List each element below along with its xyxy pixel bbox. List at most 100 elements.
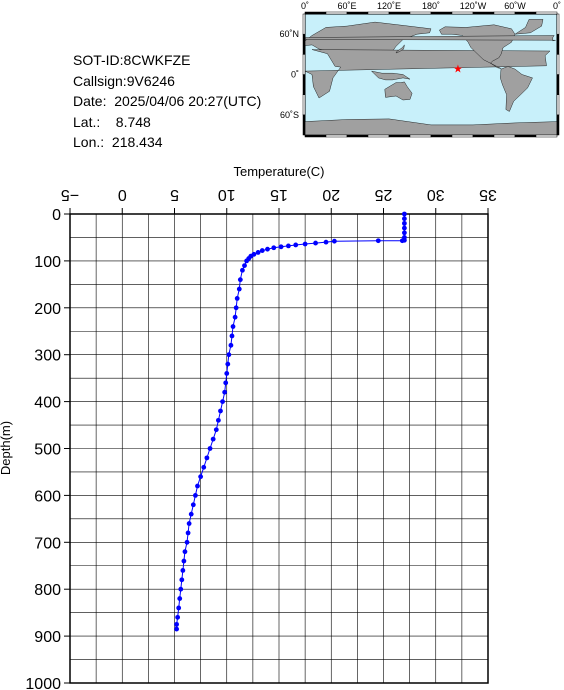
data-point [218,408,223,414]
data-point [242,263,247,268]
data-point [188,511,194,517]
longitude-text: Lon.: 218.434 [73,134,163,150]
latitude-text: Lat.: 8.748 [73,113,151,130]
data-point [180,568,186,573]
sot-id-text: SOT-ID:8CWKFZE [73,52,191,68]
x-tick-label: 10 [218,186,236,203]
x-axis-title: Temperature(C) [233,164,324,179]
x-tick-label: 30 [427,186,445,203]
x-tick-label: 20 [322,186,340,203]
y-tick-label: 0 [52,207,61,224]
australia-land [384,81,413,101]
data-point [226,352,232,358]
data-point [331,238,337,244]
map-longitude-label: 60˚W [504,1,526,11]
data-point [223,380,229,386]
x-tick-label: −5 [61,186,79,203]
data-point [244,258,250,264]
data-point [402,225,407,231]
y-tick-label: 200 [34,301,61,318]
y-tick-label: 500 [34,442,61,459]
y-tick-label: 900 [34,629,61,646]
y-tick-label: 400 [34,395,61,412]
map-longitude-label: 120˚W [460,1,487,11]
data-point [402,230,407,236]
map-land [304,19,558,136]
y-axis-title: Depth(m) [0,421,13,475]
data-point [286,243,291,249]
data-point [174,626,179,632]
date-text: Date: 2025/04/06 20:27(UTC) [73,93,262,109]
series-line [176,214,405,630]
x-tick-label: 35 [479,186,497,203]
map-longitude-label: 180˚ [422,1,440,11]
map-frame-tick [556,13,560,35]
x-tick-label: 5 [170,186,179,203]
data-point [271,245,277,251]
data-point [230,324,236,329]
data-point [215,417,221,423]
data-point [186,521,192,526]
map-latitude-label: 0˚ [291,70,299,80]
japan-land [395,44,405,54]
data-point [198,474,204,480]
data-point [225,361,231,367]
data-point [313,240,318,246]
data-point [181,558,187,564]
data-point [184,539,190,545]
data-point [201,464,207,470]
float-position-marker: ★ [453,64,463,76]
data-point [185,530,191,536]
data-point [237,277,243,283]
map-longitude-labels: 0˚ 60˚E 120˚E 180˚ 120˚W 60˚W 0˚ [301,1,561,11]
data-point [293,242,299,248]
y-tick-label: 100 [34,254,61,271]
map-frame-tick [535,134,558,138]
y-axis-ticks: 0 100 200 300 400 500 600 700 800 900 1000 [25,207,70,690]
data-point [302,241,308,247]
map-longitude-label: 120˚E [377,1,401,11]
data-point [175,614,181,620]
data-point [399,238,405,244]
y-tick-label: 600 [34,488,61,505]
data-point [229,333,235,339]
temperature-profile-series [174,211,407,632]
data-point [255,250,261,255]
data-point [232,314,238,320]
data-point [220,399,225,404]
data-point [265,246,270,252]
indonesia-land [370,70,411,81]
data-point [190,502,196,508]
x-tick-label: 0 [118,186,127,203]
y-tick-label: 800 [34,582,61,599]
map-latitude-label: 60˚N [279,29,299,39]
data-point [234,296,240,301]
data-point [210,436,216,442]
data-point [402,211,407,217]
map-longitude-label: 0˚ [553,1,561,11]
data-point [402,220,407,226]
data-point [278,244,284,250]
x-tick-label: 15 [270,186,288,203]
y-tick-label: 300 [34,348,61,365]
y-tick-label: 700 [34,535,61,552]
data-point [224,371,230,376]
data-point [233,305,239,311]
data-point [259,248,265,253]
data-point [176,605,182,611]
x-tick-label: 25 [375,186,393,203]
map-latitude-labels: 60˚N 0˚ 60˚S [279,29,299,120]
map-frame-ticks [302,11,560,138]
data-point [228,342,234,348]
data-point [174,621,179,627]
callsign-text: Callsign:9V6246 [73,72,175,89]
data-point [402,216,407,222]
data-point [207,446,213,451]
y-tick-label: 1000 [25,676,61,690]
data-point [323,239,329,245]
data-point [236,286,242,292]
data-point [195,483,200,489]
greenland-land [514,19,544,35]
